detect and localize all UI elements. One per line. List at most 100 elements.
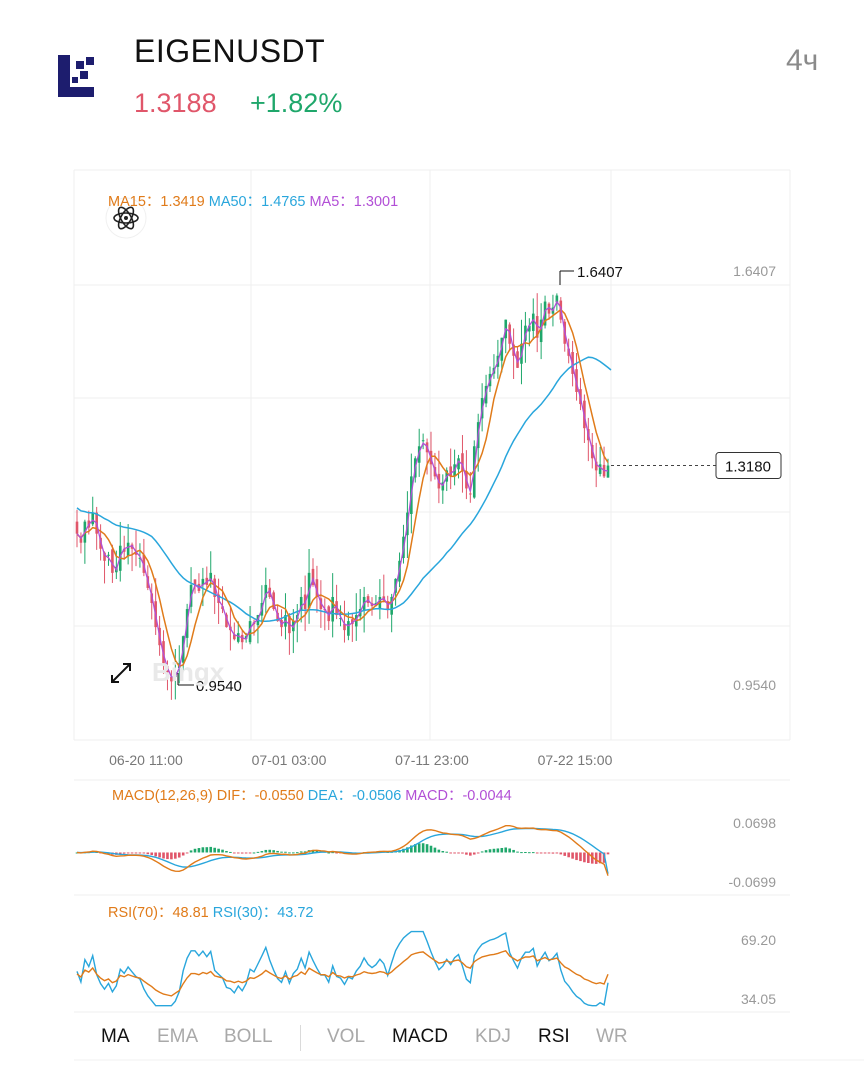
macd-histogram-bar bbox=[174, 852, 177, 859]
macd-histogram-bar bbox=[256, 851, 260, 853]
macd-histogram-bar bbox=[233, 852, 236, 854]
macd-histogram-bar bbox=[425, 844, 429, 853]
candle-body bbox=[174, 672, 177, 678]
tab-wr[interactable]: WR bbox=[596, 1026, 628, 1047]
tab-kdj[interactable]: KDJ bbox=[475, 1026, 511, 1047]
candle-body bbox=[528, 325, 531, 332]
macd-histogram-bar bbox=[205, 847, 209, 853]
candle-body bbox=[461, 453, 464, 471]
expand-arrow-shaft bbox=[111, 663, 131, 683]
candle-body bbox=[539, 319, 543, 343]
macd-histogram-bar bbox=[437, 849, 441, 853]
candle-body bbox=[272, 592, 275, 610]
macd-histogram-bar bbox=[598, 852, 602, 864]
rsi70-line bbox=[76, 949, 609, 997]
axis-label-top: 1.6407 bbox=[733, 263, 776, 279]
tab-rsi[interactable]: RSI bbox=[538, 1026, 570, 1047]
macd-histogram-bar bbox=[284, 851, 287, 853]
candle-body bbox=[547, 303, 551, 314]
candle-body bbox=[248, 621, 252, 643]
current-price-box bbox=[715, 452, 782, 480]
rsi70-legend: RSI(70)：48.81 bbox=[108, 905, 209, 921]
candle-body bbox=[390, 596, 393, 615]
candle-body bbox=[107, 554, 110, 556]
candle-body bbox=[126, 542, 130, 556]
macd-dif: DIF：-0.0550 bbox=[216, 788, 304, 804]
x-tick-label: 06-20 11:00 bbox=[109, 752, 183, 768]
macd-title: MACD(12,26,9) bbox=[112, 788, 213, 804]
macd-histogram-bar bbox=[240, 852, 244, 854]
macd-histogram-bar bbox=[213, 847, 216, 853]
macd-histogram-bar bbox=[181, 852, 185, 856]
price-change: +1.82% bbox=[250, 88, 343, 118]
ma15-legend: MA15：1.3419 bbox=[108, 194, 205, 210]
macd-histogram-bar bbox=[248, 852, 252, 854]
candle-body bbox=[457, 458, 460, 470]
ma15-line bbox=[76, 308, 609, 668]
macd-histogram-bar bbox=[292, 852, 295, 854]
tab-boll[interactable]: BOLL bbox=[224, 1026, 273, 1047]
macd-histogram-bar bbox=[472, 852, 476, 855]
atom-icon bbox=[105, 197, 147, 239]
candle-body bbox=[351, 619, 354, 625]
macd-histogram-bar bbox=[150, 852, 154, 856]
macd-histogram-bar bbox=[531, 852, 535, 854]
macd-histogram-bar bbox=[130, 852, 134, 854]
macd-histogram-bar bbox=[594, 852, 598, 864]
candle-body bbox=[531, 313, 535, 331]
candle-body bbox=[347, 621, 350, 636]
candle-body bbox=[122, 548, 126, 552]
expand-arrow-head bbox=[111, 675, 119, 683]
macd-histogram-bar bbox=[299, 851, 303, 853]
candle-body bbox=[236, 633, 240, 642]
macd-histogram-bar bbox=[508, 848, 511, 853]
macd-histogram-bar bbox=[170, 852, 173, 860]
macd-histogram-bar bbox=[413, 844, 417, 853]
macd-histogram-bar bbox=[516, 851, 519, 853]
current-price-label: 1.3180 bbox=[725, 459, 771, 476]
candle-body bbox=[276, 612, 279, 622]
tab-vol[interactable]: VOL bbox=[327, 1026, 366, 1047]
macd-histogram-bar bbox=[567, 852, 570, 858]
ma5-line bbox=[76, 300, 609, 678]
macd-histogram-bar bbox=[500, 847, 504, 853]
macd-histogram-bar bbox=[539, 852, 543, 854]
candle-body bbox=[315, 579, 319, 597]
interval-selector[interactable]: 4ч bbox=[786, 44, 819, 77]
candle-body bbox=[555, 295, 559, 303]
candle-body bbox=[594, 461, 598, 471]
axis-label-bottom: 0.9540 bbox=[733, 677, 776, 693]
macd-histogram-bar bbox=[272, 850, 275, 853]
candle-body bbox=[516, 351, 519, 368]
tab-macd[interactable]: MACD bbox=[392, 1026, 448, 1047]
macd-histogram-bar bbox=[465, 852, 468, 855]
macd-histogram-bar bbox=[260, 851, 264, 853]
macd-histogram-bar bbox=[209, 846, 213, 853]
macd-histogram-bar bbox=[429, 845, 433, 853]
macd-histogram-bar bbox=[236, 852, 240, 854]
macd-histogram-bar bbox=[197, 848, 201, 853]
macd-histogram-bar bbox=[268, 849, 272, 853]
chart-labels: 1.6407 0.9540 1.6407 0.9540 1.3180 Bingx 06-20… bbox=[105, 197, 782, 768]
candle-body bbox=[299, 596, 303, 611]
macd-histogram-bar bbox=[571, 852, 574, 859]
rsi-axis-top: 69.20 bbox=[741, 932, 776, 948]
ma50-line bbox=[76, 356, 612, 623]
last-price: 1.3188 bbox=[134, 88, 217, 118]
macd-histogram-bar bbox=[441, 851, 445, 853]
macd-histogram-bar bbox=[484, 850, 488, 853]
macd-histogram-bar bbox=[563, 852, 567, 856]
moving-average-lines bbox=[76, 300, 612, 678]
atom-nucleus bbox=[124, 216, 128, 220]
macd-histogram-bar bbox=[445, 851, 449, 853]
macd-histogram-bar bbox=[453, 852, 456, 854]
tab-ma[interactable]: MA bbox=[101, 1026, 130, 1047]
macd-histogram-bar bbox=[252, 852, 256, 854]
ma-legend: MA15：1.3419 MA50：1.4765 MA5：1.3001 bbox=[108, 190, 402, 211]
rsi30-legend: RSI(30)：43.72 bbox=[212, 905, 314, 921]
tab-ema[interactable]: EMA bbox=[157, 1026, 199, 1047]
ma50-legend: MA50：1.4765 bbox=[208, 194, 306, 210]
macd-histogram-bar bbox=[512, 849, 515, 853]
macd-histogram-bar bbox=[201, 847, 205, 853]
